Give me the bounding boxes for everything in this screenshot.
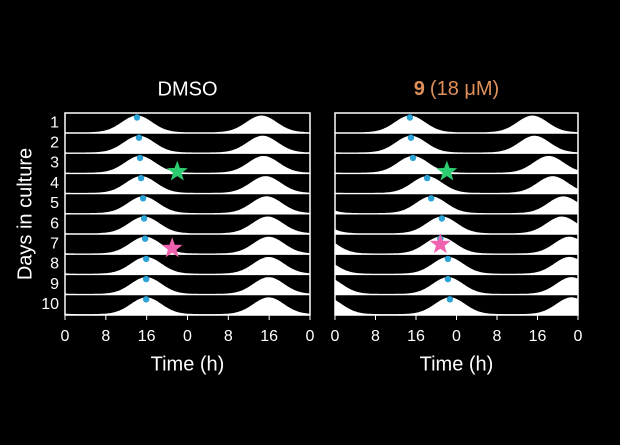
trace [335,277,578,295]
phase-dot [142,296,150,303]
phase-dot [142,255,150,263]
phase-dot [438,215,446,222]
trace [335,216,578,235]
x-tick-label: 0 [331,328,340,345]
x-tick-label: 16 [138,328,156,345]
phase-dot [406,114,414,121]
trace [65,297,310,315]
phase-dot [409,154,417,162]
phase-dot [142,275,150,283]
trace [65,135,310,154]
x-tick-label: 0 [452,328,461,345]
phase-dot [407,134,415,141]
y-tick-label: 2 [50,135,59,152]
trace [65,155,310,174]
phase-dot [135,134,143,141]
x-tick-label: 8 [493,328,502,345]
y-axis-label: Days in culture [14,148,36,280]
x-tick-label: 16 [260,328,278,345]
trace [65,216,310,235]
y-tick-label: 4 [50,175,59,192]
trace [335,135,578,154]
x-tick-label: 0 [61,328,70,345]
x-axis-label: Time (h) [420,353,494,375]
trace [335,297,578,315]
panel-title: DMSO [158,78,218,100]
phase-dot [139,195,147,202]
phase-dot [444,275,452,283]
y-tick-label: 7 [50,236,59,253]
x-axis-label: Time (h) [151,353,225,375]
title-bold: 9 [414,78,425,100]
phase-dot [137,174,145,182]
phase-dot [133,114,141,121]
x-tick-label: 8 [371,328,380,345]
panel-title: 9 (18 μM) [414,78,499,100]
trace [335,256,578,275]
y-tick-label: 3 [50,155,59,172]
x-tick-label: 0 [183,328,192,345]
phase-dot [136,154,144,162]
trace [65,196,310,214]
y-tick-label: 8 [50,256,59,273]
trace [335,115,578,134]
star-marker [436,160,458,181]
phase-dot [446,296,454,303]
x-tick-label: 8 [224,328,233,345]
title-rest: (18 μM) [430,78,499,100]
phase-dot [423,174,431,182]
star-marker [161,237,183,258]
phase-dot [427,195,435,202]
star-marker [166,160,188,181]
phase-dot [444,255,452,263]
x-tick-label: 8 [101,328,110,345]
y-tick-label: 10 [41,296,59,313]
x-tick-label: 16 [407,328,425,345]
phase-dot [141,235,149,242]
trace [65,115,310,134]
y-tick-label: 5 [50,195,59,212]
trace [335,155,578,174]
x-tick-label: 0 [574,328,583,345]
trace [335,176,578,194]
trace [65,257,310,275]
y-tick-label: 6 [50,215,59,232]
trace [335,196,578,214]
trace [65,277,310,295]
phase-dot [140,215,148,222]
trace [335,236,578,255]
y-tick-label: 1 [50,114,59,131]
x-tick-label: 0 [306,328,315,345]
trace [65,176,310,194]
star-marker [429,233,451,254]
y-tick-label: 9 [50,276,59,293]
x-tick-label: 16 [529,328,547,345]
trace [65,236,310,255]
